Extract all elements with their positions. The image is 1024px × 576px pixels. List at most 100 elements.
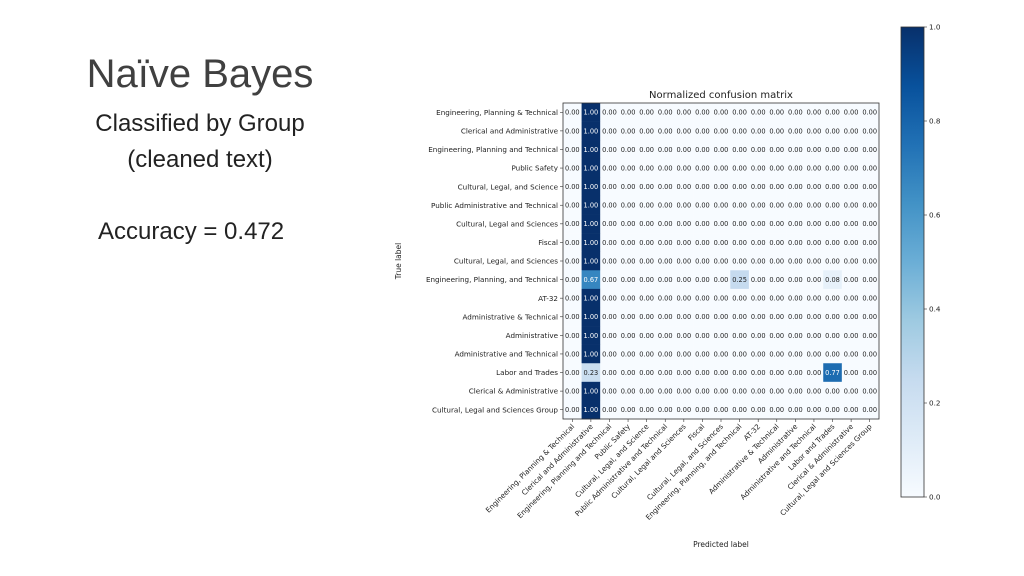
matrix-cell	[618, 233, 638, 253]
matrix-cell	[655, 103, 675, 122]
colorbar	[900, 26, 925, 498]
cell-value-label: 0.00	[788, 183, 803, 191]
cell-value-label: 0.00	[695, 239, 710, 247]
cell-value-label: 0.00	[807, 350, 822, 358]
cell-value-label: 0.00	[732, 220, 747, 228]
cell-value-label: 0.00	[676, 146, 691, 154]
cell-value-label: 0.00	[714, 220, 729, 228]
matrix-cell	[563, 214, 582, 234]
matrix-cell	[637, 270, 657, 290]
matrix-cell	[618, 140, 638, 160]
matrix-cell	[804, 251, 824, 271]
cell-value-label: 0.00	[714, 276, 729, 284]
cell-value-label: 0.00	[788, 202, 803, 210]
cell-value-label: 0.00	[751, 220, 766, 228]
cell-value-label: 0.00	[602, 257, 617, 265]
cell-value-label: 0.25	[732, 276, 747, 284]
cell-value-label: 0.00	[565, 388, 580, 396]
matrix-cell	[655, 251, 675, 271]
cell-value-label: 0.00	[695, 220, 710, 228]
matrix-cell	[600, 270, 620, 290]
cell-value-label: 0.00	[621, 164, 636, 172]
cell-value-label: 0.00	[639, 388, 654, 396]
matrix-cell	[841, 400, 861, 420]
matrix-cell	[841, 344, 861, 364]
cell-value-label: 0.00	[621, 127, 636, 135]
matrix-cell	[804, 381, 824, 401]
matrix-cell	[618, 158, 638, 178]
matrix-cell	[637, 177, 657, 197]
slide-subtitle-line-1: Classified by Group	[95, 110, 305, 137]
cell-value-label: 0.00	[769, 164, 784, 172]
matrix-cell	[804, 270, 824, 290]
matrix-cell	[674, 381, 694, 401]
matrix-cell	[730, 344, 750, 364]
matrix-cell	[730, 270, 750, 290]
cell-value-label: 1.00	[584, 406, 599, 414]
matrix-cell	[600, 121, 620, 141]
cell-value-label: 0.00	[695, 127, 710, 135]
matrix-cell	[711, 158, 731, 178]
cell-value-label: 0.00	[769, 332, 784, 340]
matrix-cell	[674, 158, 694, 178]
matrix-cell	[730, 307, 750, 327]
matrix-cell	[581, 103, 601, 122]
cell-value-label: 0.00	[751, 406, 766, 414]
cell-value-label: 0.00	[862, 164, 877, 172]
cell-value-label: 0.00	[602, 350, 617, 358]
matrix-cell	[693, 400, 713, 420]
cell-value-label: 0.00	[732, 183, 747, 191]
matrix-cell	[767, 288, 787, 308]
matrix-cell	[637, 326, 657, 345]
matrix-cell	[823, 177, 843, 197]
cell-value-label: 0.00	[769, 406, 784, 414]
row-tick-label: Fiscal	[538, 238, 558, 247]
matrix-cell	[563, 400, 582, 420]
matrix-cell	[655, 344, 675, 364]
cell-value-label: 0.00	[565, 183, 580, 191]
cell-value-label: 0.00	[825, 295, 840, 303]
cell-value-label: 0.00	[621, 388, 636, 396]
matrix-cell	[786, 307, 805, 327]
matrix-cell	[767, 307, 787, 327]
cell-value-label: 0.00	[621, 202, 636, 210]
cell-value-label: 0.00	[825, 313, 840, 321]
matrix-cell	[841, 158, 861, 178]
cell-value-label: 1.00	[584, 257, 599, 265]
cell-value-label: 1.00	[584, 388, 599, 396]
cell-value-label: 0.00	[769, 183, 784, 191]
matrix-cell	[655, 121, 675, 141]
matrix-cell	[600, 140, 620, 160]
cell-value-label: 0.00	[639, 183, 654, 191]
matrix-cell	[786, 400, 805, 420]
cell-value-label: 0.77	[825, 369, 840, 377]
cell-value-label: 0.00	[844, 257, 859, 265]
cell-value-label: 0.00	[565, 257, 580, 265]
matrix-cell	[674, 400, 694, 420]
matrix-cell	[600, 288, 620, 308]
cell-value-label: 0.00	[769, 369, 784, 377]
matrix-cell	[581, 344, 601, 364]
cell-value-label: 0.00	[658, 109, 673, 117]
matrix-cell	[748, 400, 768, 420]
cell-value-label: 0.00	[714, 388, 729, 396]
cell-value-label: 0.00	[602, 332, 617, 340]
cell-value-label: 0.00	[676, 257, 691, 265]
matrix-cell	[786, 158, 805, 178]
matrix-cell	[804, 233, 824, 253]
matrix-cell	[693, 251, 713, 271]
cell-value-label: 0.00	[769, 220, 784, 228]
cell-value-label: 0.00	[695, 146, 710, 154]
matrix-cell	[674, 177, 694, 197]
matrix-cell	[618, 288, 638, 308]
cell-value-label: 1.00	[584, 239, 599, 247]
matrix-cell	[730, 288, 750, 308]
row-tick-label: Cultural, Legal and Sciences Group	[432, 405, 558, 414]
cell-value-label: 0.00	[602, 295, 617, 303]
matrix-cell	[804, 121, 824, 141]
x-axis-label: Predicted label	[693, 540, 749, 549]
matrix-cell	[841, 214, 861, 234]
cell-value-label: 0.00	[676, 388, 691, 396]
matrix-cell	[600, 344, 620, 364]
cell-value-label: 0.00	[769, 388, 784, 396]
